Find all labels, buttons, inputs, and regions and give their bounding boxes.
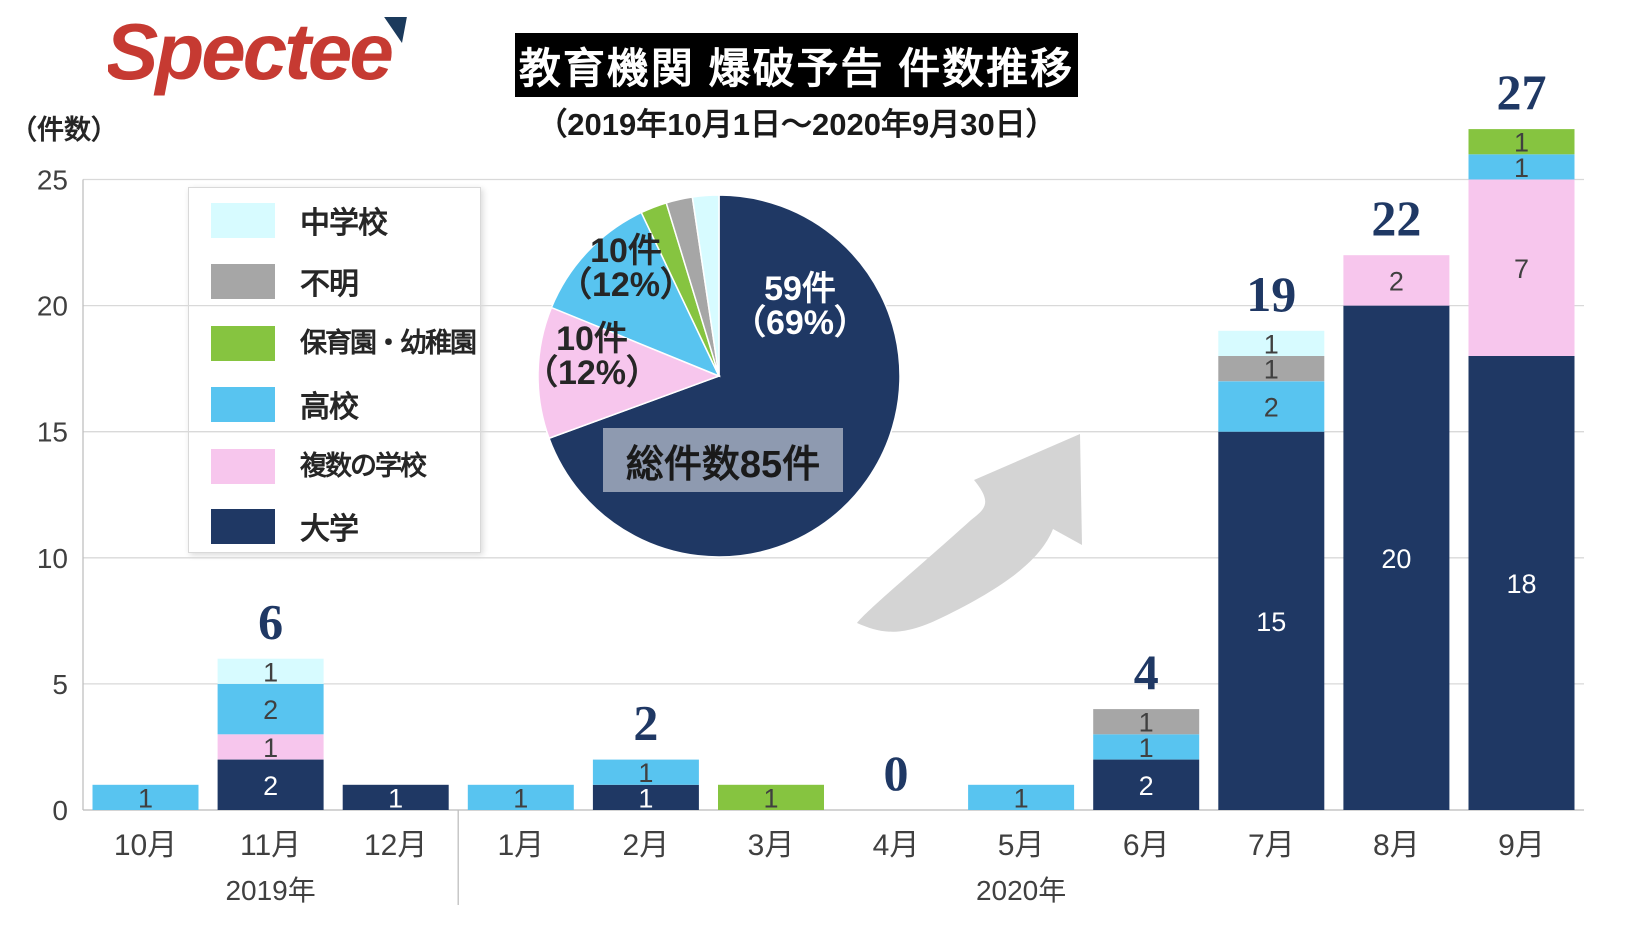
svg-text:15: 15 (1256, 607, 1286, 637)
svg-text:2: 2 (1139, 771, 1154, 801)
svg-text:19: 19 (1246, 266, 1296, 322)
svg-text:1: 1 (263, 733, 278, 763)
svg-text:4: 4 (1134, 644, 1159, 700)
svg-text:22: 22 (1371, 190, 1421, 246)
svg-text:7月: 7月 (1248, 829, 1295, 862)
svg-text:2: 2 (633, 695, 658, 751)
svg-text:2: 2 (263, 695, 278, 725)
svg-text:1: 1 (1264, 329, 1279, 359)
svg-text:3月: 3月 (748, 829, 795, 862)
svg-text:20: 20 (37, 291, 68, 322)
svg-text:5: 5 (52, 669, 68, 700)
svg-text:2020年: 2020年 (976, 875, 1066, 906)
svg-text:2: 2 (1264, 393, 1279, 423)
svg-text:1月: 1月 (497, 829, 544, 862)
svg-text:6月: 6月 (1123, 829, 1170, 862)
svg-text:15: 15 (37, 417, 68, 448)
svg-text:27: 27 (1497, 64, 1547, 120)
svg-text:2: 2 (263, 771, 278, 801)
svg-text:10: 10 (37, 543, 68, 574)
svg-text:9月: 9月 (1498, 829, 1545, 862)
svg-text:1: 1 (638, 758, 653, 788)
svg-text:（69%）: （69%） (732, 303, 868, 342)
svg-text:10件: 10件 (556, 320, 628, 358)
svg-text:1: 1 (763, 783, 778, 813)
svg-text:1: 1 (1139, 708, 1154, 738)
svg-text:12月: 12月 (364, 829, 427, 862)
svg-text:1: 1 (513, 783, 528, 813)
svg-text:10件: 10件 (590, 232, 662, 270)
svg-text:2: 2 (1389, 266, 1404, 296)
svg-text:18: 18 (1506, 569, 1536, 599)
svg-text:11月: 11月 (240, 829, 301, 862)
svg-text:7: 7 (1514, 254, 1529, 284)
svg-text:10月: 10月 (114, 829, 177, 862)
svg-text:0: 0 (884, 745, 909, 801)
svg-text:1: 1 (263, 657, 278, 687)
svg-text:（12%）: （12%） (524, 353, 660, 392)
svg-text:1: 1 (1514, 128, 1529, 158)
svg-text:1: 1 (138, 783, 153, 813)
svg-text:8月: 8月 (1373, 829, 1420, 862)
svg-text:2月: 2月 (623, 829, 670, 862)
svg-text:0: 0 (52, 795, 68, 826)
svg-text:20: 20 (1381, 544, 1411, 574)
svg-text:2019年: 2019年 (225, 875, 315, 906)
svg-text:1: 1 (388, 783, 403, 813)
svg-text:59件: 59件 (764, 270, 836, 308)
svg-text:1: 1 (1014, 783, 1029, 813)
svg-text:4月: 4月 (873, 829, 920, 862)
svg-text:6: 6 (258, 594, 283, 650)
svg-text:5月: 5月 (998, 829, 1045, 862)
svg-text:（12%）: （12%） (558, 265, 694, 304)
svg-text:25: 25 (37, 165, 68, 196)
